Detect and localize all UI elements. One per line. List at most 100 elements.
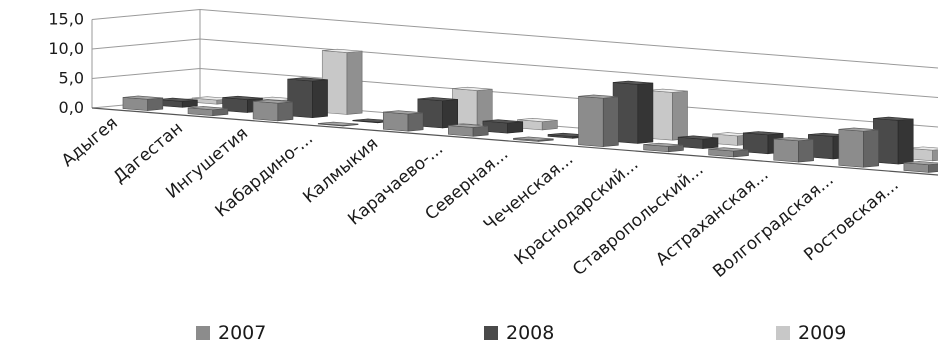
bar-side-face xyxy=(476,88,493,126)
bar-top-face xyxy=(287,77,328,82)
bar-side-face xyxy=(277,101,294,122)
bar-top-face xyxy=(448,123,489,128)
bar-top-face xyxy=(578,94,619,99)
legend-item-2008: 2008 xyxy=(484,322,554,344)
legend-label-2007: 2007 xyxy=(218,322,267,344)
bar-side-face xyxy=(602,96,619,147)
bar-2009-7 xyxy=(647,88,688,141)
bar-top-face xyxy=(482,119,523,124)
bar-2009-4 xyxy=(452,86,493,126)
bar-2007-6 xyxy=(513,136,554,142)
bar-top-face xyxy=(222,95,263,100)
bar-2009-2 xyxy=(321,48,363,115)
bar-2007-7 xyxy=(578,94,619,147)
chart-legend: 2007 2008 2009 xyxy=(0,322,938,350)
bar-2008-7 xyxy=(612,80,654,144)
bar-2008-11 xyxy=(873,116,914,165)
bar-2008-0 xyxy=(157,97,198,108)
bar-front-face xyxy=(252,100,279,122)
bar-top-face xyxy=(773,137,814,142)
legend-label-2009: 2009 xyxy=(798,322,847,344)
bar-2008-5 xyxy=(482,119,524,134)
bar-front-face xyxy=(122,97,149,111)
x-tick-label: Ставропольский... xyxy=(569,159,707,280)
y-tick-label: 10,0 xyxy=(48,39,84,58)
chart-bars xyxy=(122,48,938,173)
bar-side-face xyxy=(928,163,938,173)
bar-2007-11 xyxy=(838,127,879,168)
bar-front-face xyxy=(773,138,799,163)
bar-side-face xyxy=(147,97,164,111)
y-tick-label: 15,0 xyxy=(48,10,84,29)
bar-side-face xyxy=(346,50,363,115)
bar-side-face xyxy=(672,90,688,141)
bar-top-face xyxy=(253,99,294,104)
bar-side-face xyxy=(702,137,719,149)
y-tick-label: 5,0 xyxy=(59,69,84,88)
x-axis xyxy=(91,107,938,176)
bar-2009-5 xyxy=(517,118,558,131)
bar-2009-11 xyxy=(907,146,938,162)
bar-2007-12 xyxy=(903,161,938,173)
bar-2007-3 xyxy=(317,121,359,127)
x-axis-line xyxy=(91,107,938,176)
bar-top-face xyxy=(122,95,163,100)
bar-top-face xyxy=(743,131,784,136)
bar-2007-10 xyxy=(773,137,814,163)
bar-front-face xyxy=(382,111,409,132)
bar-side-face xyxy=(637,82,654,144)
bar-side-face xyxy=(312,79,328,118)
bar-2008-8 xyxy=(677,135,719,149)
bar-2008-4 xyxy=(417,97,458,129)
bar-top-face xyxy=(903,161,938,166)
bar-2007-1 xyxy=(187,106,229,117)
legend-swatch-2008 xyxy=(484,326,498,340)
bar-top-face xyxy=(513,136,554,141)
bar-side-face xyxy=(507,121,524,134)
bar-top-face xyxy=(838,127,879,132)
gridline xyxy=(91,8,938,69)
bar-2007-2 xyxy=(252,99,294,122)
bar-top-face xyxy=(517,118,558,122)
bar-top-face xyxy=(322,48,363,53)
bar-side-face xyxy=(798,139,814,163)
bar-top-face xyxy=(907,146,938,151)
bar-2007-9 xyxy=(708,147,749,158)
bar-top-face xyxy=(708,147,749,152)
bar-side-face xyxy=(897,118,914,165)
bar-top-face xyxy=(678,135,719,140)
legend-label-2008: 2008 xyxy=(506,322,555,344)
bar-top-face xyxy=(647,88,688,93)
bar-2007-5 xyxy=(448,123,489,137)
bar-side-face xyxy=(442,99,458,129)
chart: 15,010,05,00,0 АдыгеяДагестанИнгушетияКа… xyxy=(48,8,938,282)
x-tick-label: Волгоградская... xyxy=(709,170,837,282)
bar-2007-8 xyxy=(643,142,684,153)
bar-side-face xyxy=(863,129,879,168)
legend-swatch-2009 xyxy=(776,326,790,340)
bar-front-face xyxy=(578,95,604,147)
legend-swatch-2007 xyxy=(196,326,210,340)
bar-top-face xyxy=(417,97,458,102)
bar-2007-0 xyxy=(122,95,164,111)
bar-top-face xyxy=(873,116,914,121)
bar-front-face xyxy=(838,128,864,168)
bar-side-face xyxy=(407,112,424,132)
bar-top-face xyxy=(383,110,424,115)
gridline xyxy=(91,38,938,98)
bar-2007-4 xyxy=(382,110,424,132)
bar-side-face xyxy=(472,125,489,137)
x-tick-label: Краснодарский... xyxy=(511,154,643,269)
y-axis-tick-labels: 15,0 10,0 5,0 0,0 xyxy=(48,10,84,118)
legend-item-2007: 2007 xyxy=(196,322,266,344)
y-tick-label: 0,0 xyxy=(59,98,84,117)
x-tick-label: Адыгея xyxy=(58,113,122,171)
bar-side-face xyxy=(932,149,938,162)
bar-top-face xyxy=(452,86,493,91)
bar-top-face xyxy=(643,142,684,147)
bar-top-face xyxy=(157,97,198,102)
bar-2008-2 xyxy=(287,77,328,118)
bar-top-face xyxy=(613,80,653,85)
bar-top-face xyxy=(318,121,359,126)
bar-top-face xyxy=(188,106,228,111)
